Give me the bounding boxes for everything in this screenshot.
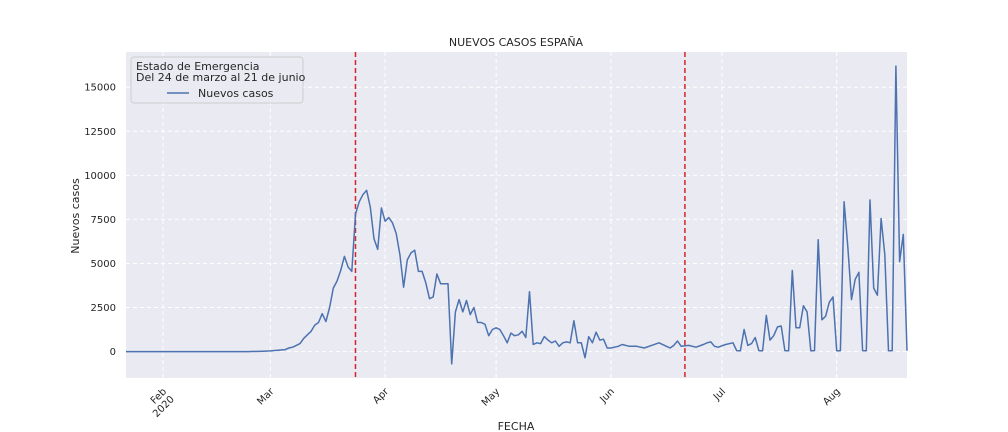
chart-title: NUEVOS CASOS ESPAÑA <box>449 36 584 49</box>
x-tick-label: Jun <box>597 386 617 406</box>
grid <box>126 52 907 378</box>
x-axis-title: FECHA <box>498 420 535 432</box>
x-tick-label: May <box>480 386 502 408</box>
x-tick-label-line: Jun <box>597 386 617 406</box>
y-tick-label: 2500 <box>91 303 116 314</box>
x-tick-label-line: Apr <box>371 386 392 407</box>
y-tick-label: 0 <box>110 347 116 358</box>
y-tick-label: 15000 <box>84 83 116 94</box>
x-tick-label: Feb2020 <box>143 386 177 420</box>
series-line-nuevos-casos <box>126 65 908 365</box>
y-tick-label: 7500 <box>91 215 116 226</box>
legend-title-line-2: Del 24 de marzo al 21 de junio <box>136 71 306 84</box>
y-tick-labels: 0 2500 5000 7500 10000 12500 15000 <box>84 83 116 358</box>
x-tick-label: Mar <box>255 386 277 408</box>
y-tick-label: 5000 <box>91 259 116 270</box>
y-tick-label: 12500 <box>84 127 116 138</box>
x-tick-label-line: Jul <box>711 386 728 403</box>
legend-label-nuevos-casos: Nuevos casos <box>198 87 274 100</box>
plot-background <box>126 52 907 378</box>
x-tick-label: Aug <box>821 386 843 408</box>
legend-title-line-1: Estado de Emergencia <box>136 60 260 73</box>
legend-box <box>130 56 304 104</box>
y-tick-label: 10000 <box>84 171 116 182</box>
x-tick-label-line: Mar <box>255 386 277 408</box>
x-tick-label: Apr <box>371 386 392 407</box>
y-axis-title: Nuevos casos <box>69 178 82 254</box>
legend: Estado de Emergencia Del 24 de marzo al … <box>130 56 306 104</box>
x-tick-label: Jul <box>711 386 728 403</box>
x-tick-labels: Feb2020 Mar Apr May Jun Jul Aug <box>143 386 843 420</box>
x-tick-label-line: Aug <box>821 386 843 408</box>
x-tick-label-line: May <box>480 386 502 408</box>
